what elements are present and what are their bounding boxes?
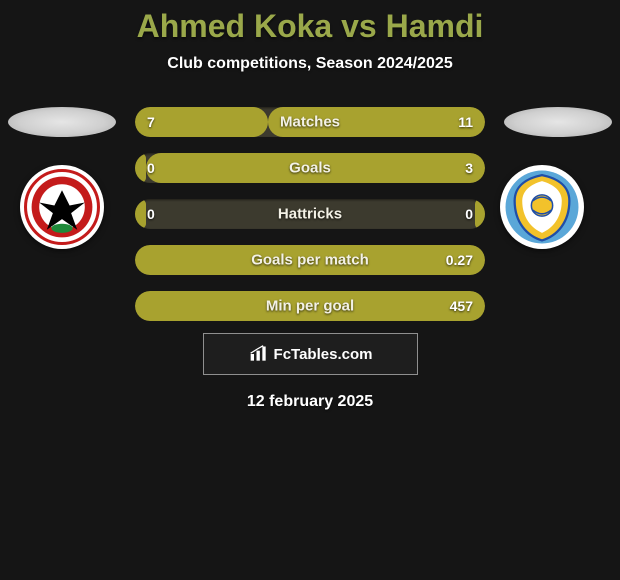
- chart-icon: [248, 344, 270, 364]
- club-badge-left: [20, 165, 104, 249]
- bar-value-right: 3: [465, 160, 473, 176]
- bar-value-left: 0: [147, 160, 155, 176]
- stat-bar: Matches7 11: [135, 107, 485, 137]
- spotlight-right: [504, 107, 612, 137]
- comparison-arena: Matches711Goals03Hattricks00Goals per ma…: [0, 107, 620, 327]
- stat-bar: Goals0 3: [135, 153, 485, 183]
- brand-label: FcTables.com: [274, 346, 373, 363]
- bar-value-right: 457: [450, 298, 473, 314]
- content-wrap: Ahmed Koka vs Hamdi Club competitions, S…: [0, 0, 620, 411]
- bar-label: Goals: [135, 160, 485, 177]
- page-subtitle: Club competitions, Season 2024/2025: [0, 55, 620, 73]
- club-badge-right: [500, 165, 584, 249]
- al-ahly-icon: [24, 169, 100, 245]
- page-title: Ahmed Koka vs Hamdi: [0, 0, 620, 45]
- spotlight-left: [8, 107, 116, 137]
- bar-value-right: 0: [465, 206, 473, 222]
- ismaily-icon: [504, 169, 580, 245]
- bar-value-left: 7: [147, 114, 155, 130]
- stat-bar: Goals per match0.27: [135, 245, 485, 275]
- bar-label: Min per goal: [135, 298, 485, 315]
- bar-label: Matches: [135, 114, 485, 131]
- bar-value-right: 0.27: [446, 252, 473, 268]
- stat-bars: Matches711Goals03Hattricks00Goals per ma…: [135, 107, 485, 321]
- bar-label: Goals per match: [135, 252, 485, 269]
- bar-value-right: 11: [458, 114, 473, 130]
- bar-value-left: 0: [147, 206, 155, 222]
- brand-box[interactable]: FcTables.com: [203, 333, 418, 375]
- stat-bar: Hattricks0 0: [135, 199, 485, 229]
- date-label: 12 february 2025: [0, 393, 620, 411]
- stat-bar: Min per goal457: [135, 291, 485, 321]
- bar-label: Hattricks: [135, 206, 485, 223]
- player-right: [500, 165, 600, 265]
- player-left: [20, 165, 120, 265]
